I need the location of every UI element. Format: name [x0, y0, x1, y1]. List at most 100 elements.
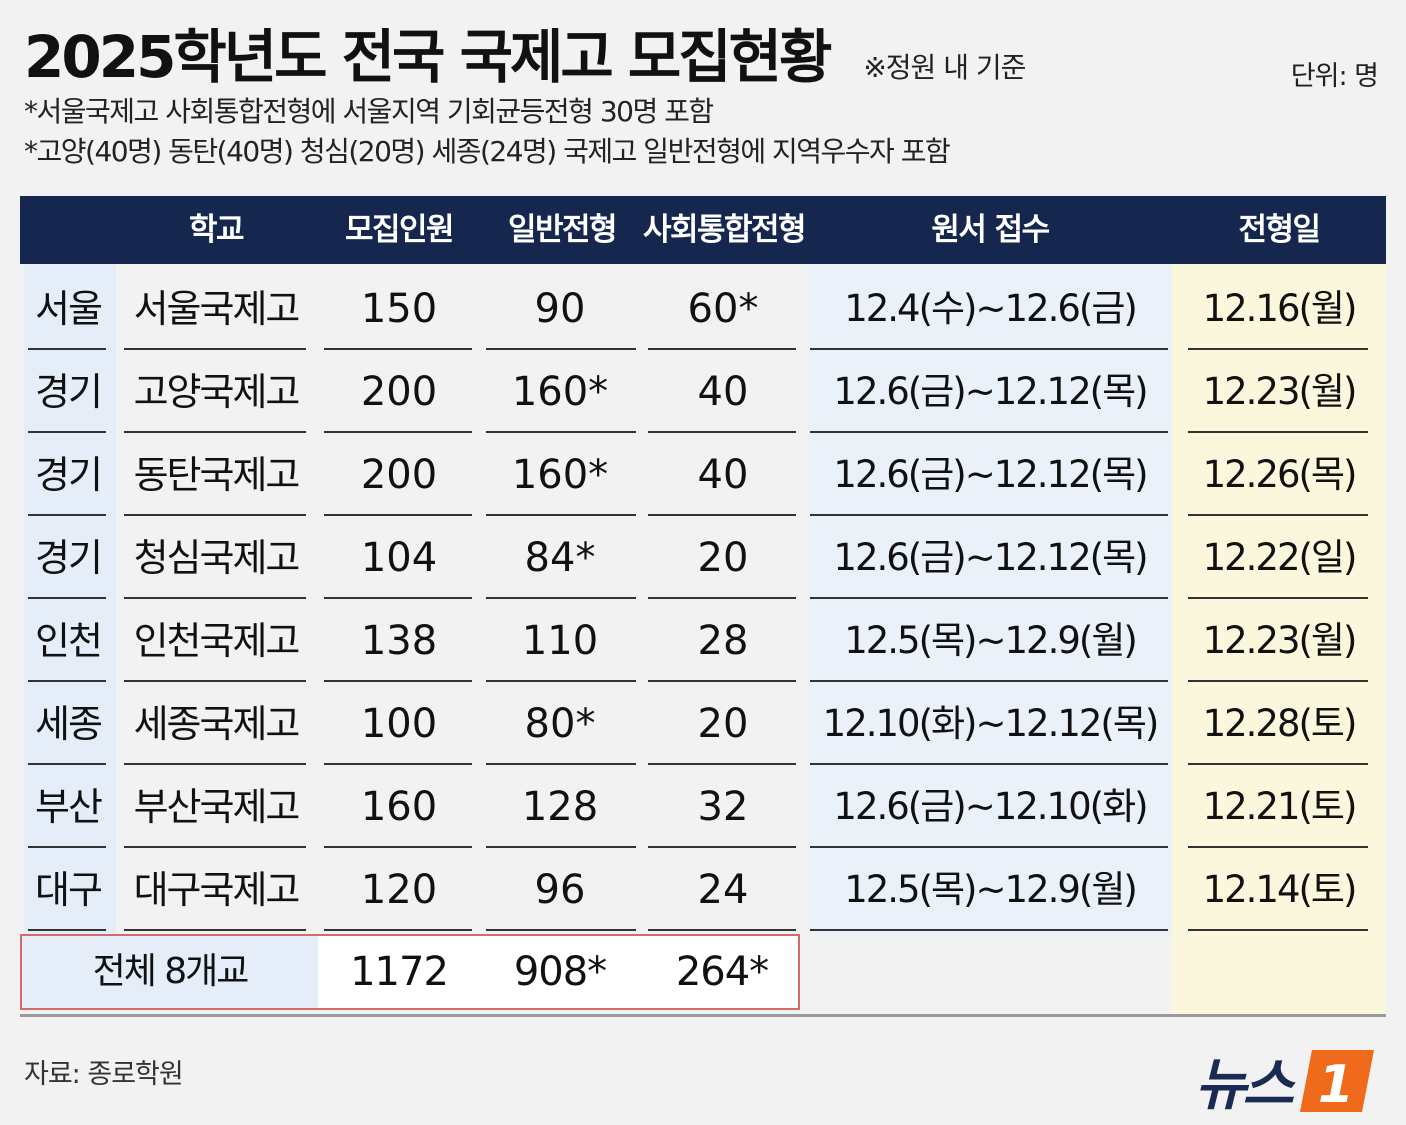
row-rule [324, 680, 472, 682]
exam-day-column-bg [1172, 264, 1386, 1016]
cell-application: 12.6(금)~12.12(목) [833, 536, 1148, 579]
cell-exam-date: 12.22(일) [1202, 536, 1358, 579]
row-rule [1188, 680, 1368, 682]
total-label-bg [22, 936, 318, 1008]
cell-exam-date: 12.23(월) [1202, 370, 1358, 413]
cell-application: 12.4(수)~12.6(금) [844, 287, 1138, 330]
cell-exam-date: 12.21(토) [1202, 785, 1358, 828]
table-header: 학교 모집인원 일반전형 사회통합전형 원서 접수 전형일 [20, 196, 1386, 264]
cell-social: 28 [697, 618, 749, 664]
row-rule [124, 929, 306, 931]
row-rule [1188, 514, 1368, 516]
row-rule [1188, 597, 1368, 599]
cell-region: 인천 [35, 619, 103, 663]
row-rule [810, 348, 1168, 350]
row-rule [1188, 763, 1368, 765]
cell-region: 부산 [35, 785, 103, 829]
cell-school: 서울국제고 [133, 287, 301, 331]
row-rule [124, 597, 306, 599]
source-label: 자료: 종로학원 [24, 1059, 184, 1090]
cell-exam-date: 12.14(토) [1202, 868, 1358, 911]
column-separator [476, 264, 480, 1010]
row-rule [648, 597, 796, 599]
header-general: 일반전형 [507, 212, 618, 248]
row-rule [486, 514, 636, 516]
footnote-2: *고양(40명) 동탄(40명) 청심(20명) 세종(24명) 국제고 일반전… [24, 135, 951, 168]
cell-application: 12.6(금)~12.12(목) [833, 453, 1148, 496]
cell-social: 20 [697, 701, 749, 747]
row-rule [486, 929, 636, 931]
title-row: 2025학년도 전국 국제고 모집현황 ※정원 내 기준 [24, 22, 1382, 92]
row-rule [648, 348, 796, 350]
table-bottom-rule [20, 1014, 1386, 1017]
row-rule [124, 431, 306, 433]
cell-general: 90 [534, 286, 586, 332]
row-rule [124, 680, 306, 682]
cell-school: 고양국제고 [133, 370, 301, 414]
cell-region: 경기 [35, 370, 103, 414]
row-rule [810, 514, 1168, 516]
row-rule [1188, 846, 1368, 848]
row-rule [648, 680, 796, 682]
row-rule [486, 763, 636, 765]
cell-school: 동탄국제고 [133, 453, 301, 497]
cell-application: 12.6(금)~12.12(목) [833, 370, 1148, 413]
total-general: 908* [513, 949, 607, 995]
cell-total: 160 [360, 784, 438, 830]
total-count: 1172 [350, 949, 449, 995]
cell-application: 12.5(목)~12.9(월) [844, 868, 1138, 911]
cell-total: 104 [360, 535, 438, 581]
cell-exam-date: 12.16(월) [1202, 287, 1358, 330]
unit-label: 단위: 명 [1290, 61, 1379, 92]
region-column-bg [24, 264, 116, 934]
cell-social: 20 [697, 535, 749, 581]
row-rule [124, 514, 306, 516]
cell-application: 12.6(금)~12.10(화) [833, 785, 1148, 828]
news1-logo: 뉴스 1 [1195, 1040, 1378, 1121]
row-rule [810, 597, 1168, 599]
cell-general: 110 [521, 618, 599, 664]
row-rule [28, 597, 106, 599]
row-rule [1188, 431, 1368, 433]
row-rule [124, 846, 306, 848]
cell-social: 40 [697, 369, 749, 415]
cell-school: 세종국제고 [133, 702, 301, 746]
row-rule [486, 846, 636, 848]
total-label: 전체 8개교 [92, 951, 250, 992]
header-exam-date: 전형일 [1238, 212, 1321, 248]
row-rule [28, 348, 106, 350]
footnote-1: *서울국제고 사회통합전형에 서울지역 기회균등전형 30명 포함 [24, 95, 714, 128]
application-column-bg [808, 264, 1172, 934]
row-rule [324, 597, 472, 599]
cell-social: 32 [697, 784, 749, 830]
cell-total: 200 [360, 369, 438, 415]
row-rule [1188, 348, 1368, 350]
cell-total: 120 [360, 867, 438, 913]
cell-region: 경기 [35, 536, 103, 580]
row-rule [324, 929, 472, 931]
row-rule [28, 846, 106, 848]
title-note: ※정원 내 기준 [863, 51, 1026, 84]
logo-mark-icon: 1 [1300, 1049, 1374, 1115]
header-application: 원서 접수 [931, 212, 1050, 248]
row-rule [324, 431, 472, 433]
row-rule [324, 763, 472, 765]
row-rule [28, 514, 106, 516]
cell-general: 80* [524, 701, 596, 747]
row-rule [124, 763, 306, 765]
row-rule [810, 431, 1168, 433]
total-social: 264* [675, 949, 769, 995]
row-rule [810, 680, 1168, 682]
row-rule [810, 763, 1168, 765]
cell-region: 경기 [35, 453, 103, 497]
cell-school: 대구국제고 [133, 868, 301, 912]
cell-general: 160* [511, 452, 609, 498]
cell-school: 인천국제고 [133, 619, 301, 663]
column-separator [804, 264, 808, 1010]
page-title: 2025학년도 전국 국제고 모집현황 [24, 23, 832, 91]
row-rule [486, 597, 636, 599]
logo-text: 뉴스 [1194, 1053, 1294, 1118]
column-separator [638, 264, 642, 1010]
row-rule [1188, 929, 1368, 931]
header-total: 모집인원 [344, 212, 455, 248]
